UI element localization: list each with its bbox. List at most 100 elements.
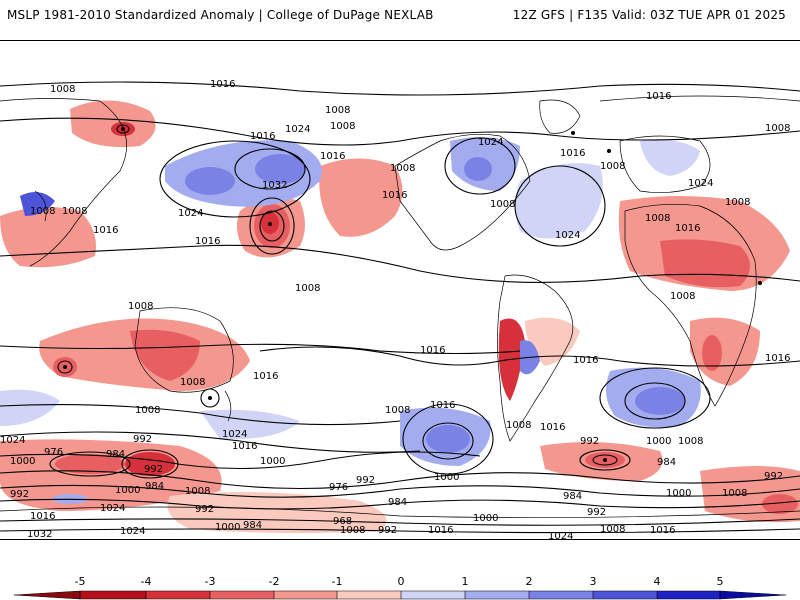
isobar-label: 1024 [0, 435, 25, 446]
isobar-closed [200, 388, 220, 408]
isobar-label: 1008 [62, 206, 87, 217]
isobar-label: 992 [378, 525, 397, 536]
coast-south-america [497, 274, 574, 442]
coast-japan [34, 190, 47, 222]
isobar-label: 1008 [128, 301, 153, 312]
low-center-marker [208, 396, 212, 400]
isobar-label: 1016 [30, 511, 55, 522]
isobar-line [0, 470, 800, 490]
isobar-label: 1024 [555, 230, 580, 241]
isobar-label: 1008 [50, 84, 75, 95]
isobar-label: 1016 [253, 371, 278, 382]
isobar-label: 1008 [600, 524, 625, 535]
colorbar-tick-label: -3 [205, 575, 216, 588]
isobar-closed [249, 197, 295, 255]
isobar-label: 1016 [646, 91, 671, 102]
anomaly-core [55, 454, 125, 474]
isobar-label: 1000 [666, 488, 691, 499]
colorbar-arrow-left [13, 590, 81, 600]
isobar-label: 1016 [430, 400, 455, 411]
anomaly-core [762, 494, 798, 514]
coast-greenland [539, 99, 581, 134]
isobar-label: 1016 [232, 441, 257, 452]
pressure-centers [63, 127, 762, 462]
isobar-closed [116, 124, 130, 134]
low-center-marker [268, 222, 272, 226]
header: MSLP 1981-2010 Standardized Anomaly | Co… [0, 0, 800, 30]
isobar-label: 1024 [548, 531, 573, 539]
low-center-marker [121, 127, 125, 131]
isobar-closed [121, 449, 179, 479]
isobar-label: 1008 [600, 161, 625, 172]
colorbar-segment [274, 591, 337, 599]
isobar-label: 1024 [222, 429, 247, 440]
isobar-closed [599, 367, 711, 429]
isobar-label: 1016 [250, 131, 275, 142]
coast-africa [624, 203, 757, 407]
isobar-label: 968 [333, 516, 352, 527]
isobar-closed [159, 140, 311, 218]
colorbar-tick-label: -4 [141, 575, 152, 588]
colorbar-tick-label: 4 [654, 575, 661, 588]
isobar-line [0, 518, 800, 526]
colorbar-tick-label: 3 [590, 575, 597, 588]
coast-new-zealand [224, 390, 232, 422]
isobar-label: 1016 [540, 422, 565, 433]
colorbar-tick-label: 2 [526, 575, 533, 588]
isobar-label: 1000 [10, 456, 35, 467]
isobar-label: 1024 [100, 503, 125, 514]
anomaly-south-america [525, 317, 580, 366]
isobar-label: 1016 [573, 355, 598, 366]
isobar-label: 1008 [385, 405, 410, 416]
colorbar-segment [337, 591, 401, 599]
anomaly-tasman [200, 409, 300, 440]
isobar-closed [49, 451, 131, 477]
isobar-label: 992 [10, 489, 29, 500]
colorbar-segment [401, 591, 465, 599]
isobar-line [0, 403, 401, 426]
anomaly-north-pacific-west [70, 100, 156, 148]
isobar-closed [592, 454, 618, 466]
anomaly-north-atlantic [515, 163, 603, 239]
isobar-label: 1000 [434, 472, 459, 483]
colorbar-tick-label: -1 [332, 575, 343, 588]
map-panel: 1008 1016 1008 1024 1016 1032 1024 1016 … [0, 40, 800, 540]
isobar-label: 1016 [765, 353, 790, 364]
isobar-label: 1008 [185, 486, 210, 497]
low-center-marker [571, 131, 575, 135]
low-center-marker [63, 365, 67, 369]
isobar-line [0, 81, 800, 96]
isobar-label: 992 [133, 434, 152, 445]
isobar-label: 992 [195, 504, 214, 515]
isobar-label: 1000 [115, 485, 140, 496]
isobar-label: 1008 [645, 213, 670, 224]
isobar-line [0, 451, 481, 470]
anomaly-core [130, 329, 200, 381]
isobar-label: 1024 [120, 526, 145, 537]
isobar-label: 1008 [295, 283, 320, 294]
colorbar-segment [80, 591, 146, 599]
coast-eurasia [0, 95, 800, 267]
isobar-label: 1008 [722, 488, 747, 499]
anomaly-core [464, 157, 492, 181]
colorbar-graphic: -5 -4 -3 -2 -1 0 1 2 3 4 5 [13, 575, 787, 600]
isobar-label: 1024 [178, 208, 203, 219]
isobar-line [0, 117, 800, 146]
coast-europe [619, 135, 711, 193]
colorbar-segment [593, 591, 657, 599]
colorbar-tick-label: 1 [462, 575, 469, 588]
anomaly-core [255, 154, 305, 184]
anomaly-core [426, 425, 470, 453]
isobar-line [0, 484, 800, 498]
anomaly-alaska-bc [319, 158, 403, 237]
colorbar-tick-label: 5 [717, 575, 724, 588]
isobar-label: 1016 [93, 225, 118, 236]
coast-antarctica [0, 506, 800, 519]
isobar-label: 1024 [688, 178, 713, 189]
isobar-label: 1016 [675, 223, 700, 234]
isobar-closed [579, 449, 631, 471]
anomaly-core [635, 387, 685, 415]
isobar-line [0, 431, 421, 453]
isobar-closed [422, 422, 474, 460]
anomaly-europe [640, 139, 700, 176]
